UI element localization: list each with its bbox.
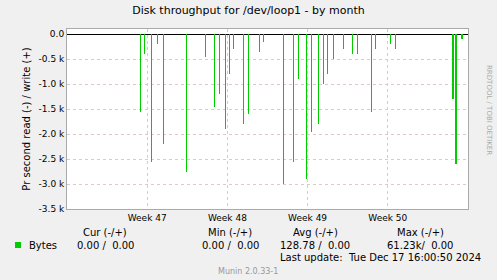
svg-text:Disk throughput for /dev/loop1: Disk throughput for /dev/loop1 - by mont…: [132, 4, 365, 17]
svg-text:Week 47: Week 47: [128, 213, 167, 223]
svg-text:-3.5 k: -3.5 k: [39, 204, 65, 214]
svg-text:Munin 2.0.33-1: Munin 2.0.33-1: [218, 267, 278, 276]
svg-text:-1.5 k: -1.5 k: [39, 104, 65, 114]
svg-text:Min (-/+): Min (-/+): [208, 227, 252, 238]
svg-text:Avg (-/+): Avg (-/+): [293, 227, 338, 238]
svg-text:128.78 / 0.00: 128.78 / 0.00: [280, 240, 350, 251]
svg-text:Cur (-/+): Cur (-/+): [83, 227, 127, 238]
svg-text:Max (-/+): Max (-/+): [397, 227, 444, 238]
svg-text:-0.5 k: -0.5 k: [39, 54, 65, 64]
svg-text:Week 48: Week 48: [208, 213, 247, 223]
svg-text:-1.0 k: -1.0 k: [39, 79, 65, 89]
svg-text:Last update: Tue Dec 17 16:00: Last update: Tue Dec 17 16:00:50 2024: [280, 252, 481, 263]
svg-text:61.23k/ 0.00: 61.23k/ 0.00: [387, 240, 453, 251]
svg-text:Week 50: Week 50: [368, 213, 407, 223]
svg-text:Bytes: Bytes: [29, 240, 57, 251]
svg-text:-3.0 k: -3.0 k: [39, 179, 65, 189]
svg-text:0.00 / 0.00: 0.00 / 0.00: [202, 240, 259, 251]
svg-text:Pr second read (-) / write (+): Pr second read (-) / write (+): [21, 47, 32, 190]
svg-text:-2.0 k: -2.0 k: [39, 129, 65, 139]
svg-text:-2.5 k: -2.5 k: [39, 154, 65, 164]
svg-text:0.00 / 0.00: 0.00 / 0.00: [77, 240, 134, 251]
svg-text:Week 49: Week 49: [288, 213, 327, 223]
svg-text:0.0: 0.0: [50, 29, 65, 39]
svg-text:RRDTOOL / TOBI OETIKER: RRDTOOL / TOBI OETIKER: [485, 65, 493, 155]
